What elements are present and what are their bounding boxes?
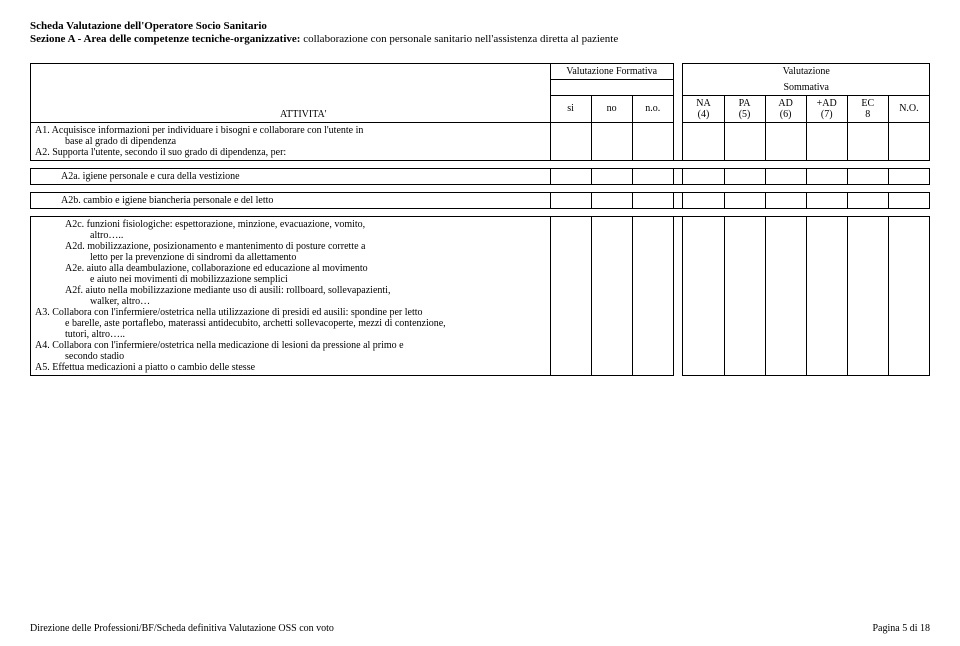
col-ec: EC8 bbox=[847, 95, 888, 122]
a2c-2: altro….. bbox=[35, 230, 546, 241]
col-si: si bbox=[550, 95, 591, 122]
a5: A5. Effettua medicazioni a piatto o camb… bbox=[35, 362, 546, 373]
spacer-row bbox=[31, 160, 930, 168]
a4-2: secondo stadio bbox=[35, 351, 546, 362]
col-no: no bbox=[591, 95, 632, 122]
footer: Direzione delle Professioni/BF/Scheda de… bbox=[30, 623, 930, 634]
a1-line1: A1. Acquisisce informazioni per individu… bbox=[35, 125, 546, 136]
activity-header: ATTIVITA' bbox=[31, 64, 551, 123]
col-na: NA(4) bbox=[683, 95, 724, 122]
a2c-1: A2c. funzioni fisiologiche: espettorazio… bbox=[35, 219, 546, 230]
table-row: A2a. igiene personale e cura della vesti… bbox=[31, 168, 930, 184]
spacer-row bbox=[31, 184, 930, 192]
col-pa: PA(5) bbox=[724, 95, 765, 122]
evaluation-table: ATTIVITA' Valutazione Formativa Valutazi… bbox=[30, 63, 930, 376]
col-nod: n.o. bbox=[632, 95, 673, 122]
a2b: A2b. cambio e igiene biancheria personal… bbox=[31, 192, 551, 208]
header-group-row-1: ATTIVITA' Valutazione Formativa Valutazi… bbox=[31, 64, 930, 80]
formative-header: Valutazione Formativa bbox=[550, 64, 673, 80]
a1-line2: base al grado di dipendenza bbox=[35, 136, 546, 147]
a3-3: tutori, altro….. bbox=[35, 329, 546, 340]
table-row: A2c. funzioni fisiologiche: espettorazio… bbox=[31, 216, 930, 375]
table-row: A2b. cambio e igiene biancheria personal… bbox=[31, 192, 930, 208]
a2-line: A2. Supporta l'utente, secondo il suo gr… bbox=[35, 147, 546, 158]
a2a: A2a. igiene personale e cura della vesti… bbox=[31, 168, 551, 184]
a3-1: A3. Collabora con l'infermiere/ostetrica… bbox=[35, 307, 546, 318]
a3-2: e barelle, aste portaflebo, materassi an… bbox=[35, 318, 546, 329]
summative-header-1: Valutazione bbox=[683, 64, 930, 80]
spacer-row bbox=[31, 208, 930, 216]
section-desc: collaborazione con personale sanitario n… bbox=[300, 33, 618, 45]
a2f-2: walker, altro… bbox=[35, 296, 546, 307]
col-ad: AD(6) bbox=[765, 95, 806, 122]
page-title: Scheda Valutazione dell'Operatore Socio … bbox=[30, 20, 930, 32]
col-pad: +AD(7) bbox=[806, 95, 847, 122]
a2f-1: A2f. aiuto nella mobilizzazione mediante… bbox=[35, 285, 546, 296]
summative-header-2: Sommativa bbox=[683, 80, 930, 96]
footer-page-number: Pagina 5 di 18 bbox=[873, 623, 931, 634]
a2e-1: A2e. aiuto alla deambulazione, collabora… bbox=[35, 263, 546, 274]
section-line: Sezione A - Area delle competenze tecnic… bbox=[30, 33, 930, 45]
footer-left: Direzione delle Professioni/BF/Scheda de… bbox=[30, 623, 334, 634]
section-label: Sezione A - Area delle competenze tecnic… bbox=[30, 33, 300, 45]
a2e-2: e aiuto nei movimenti di mobilizzazione … bbox=[35, 274, 546, 285]
col-nof: N.O. bbox=[888, 95, 929, 122]
a2d-1: A2d. mobilizzazione, posizionamento e ma… bbox=[35, 241, 546, 252]
a2d-2: letto per la prevenzione di sindromi da … bbox=[35, 252, 546, 263]
a4-1: A4. Collabora con l'infermiere/ostetrica… bbox=[35, 340, 546, 351]
